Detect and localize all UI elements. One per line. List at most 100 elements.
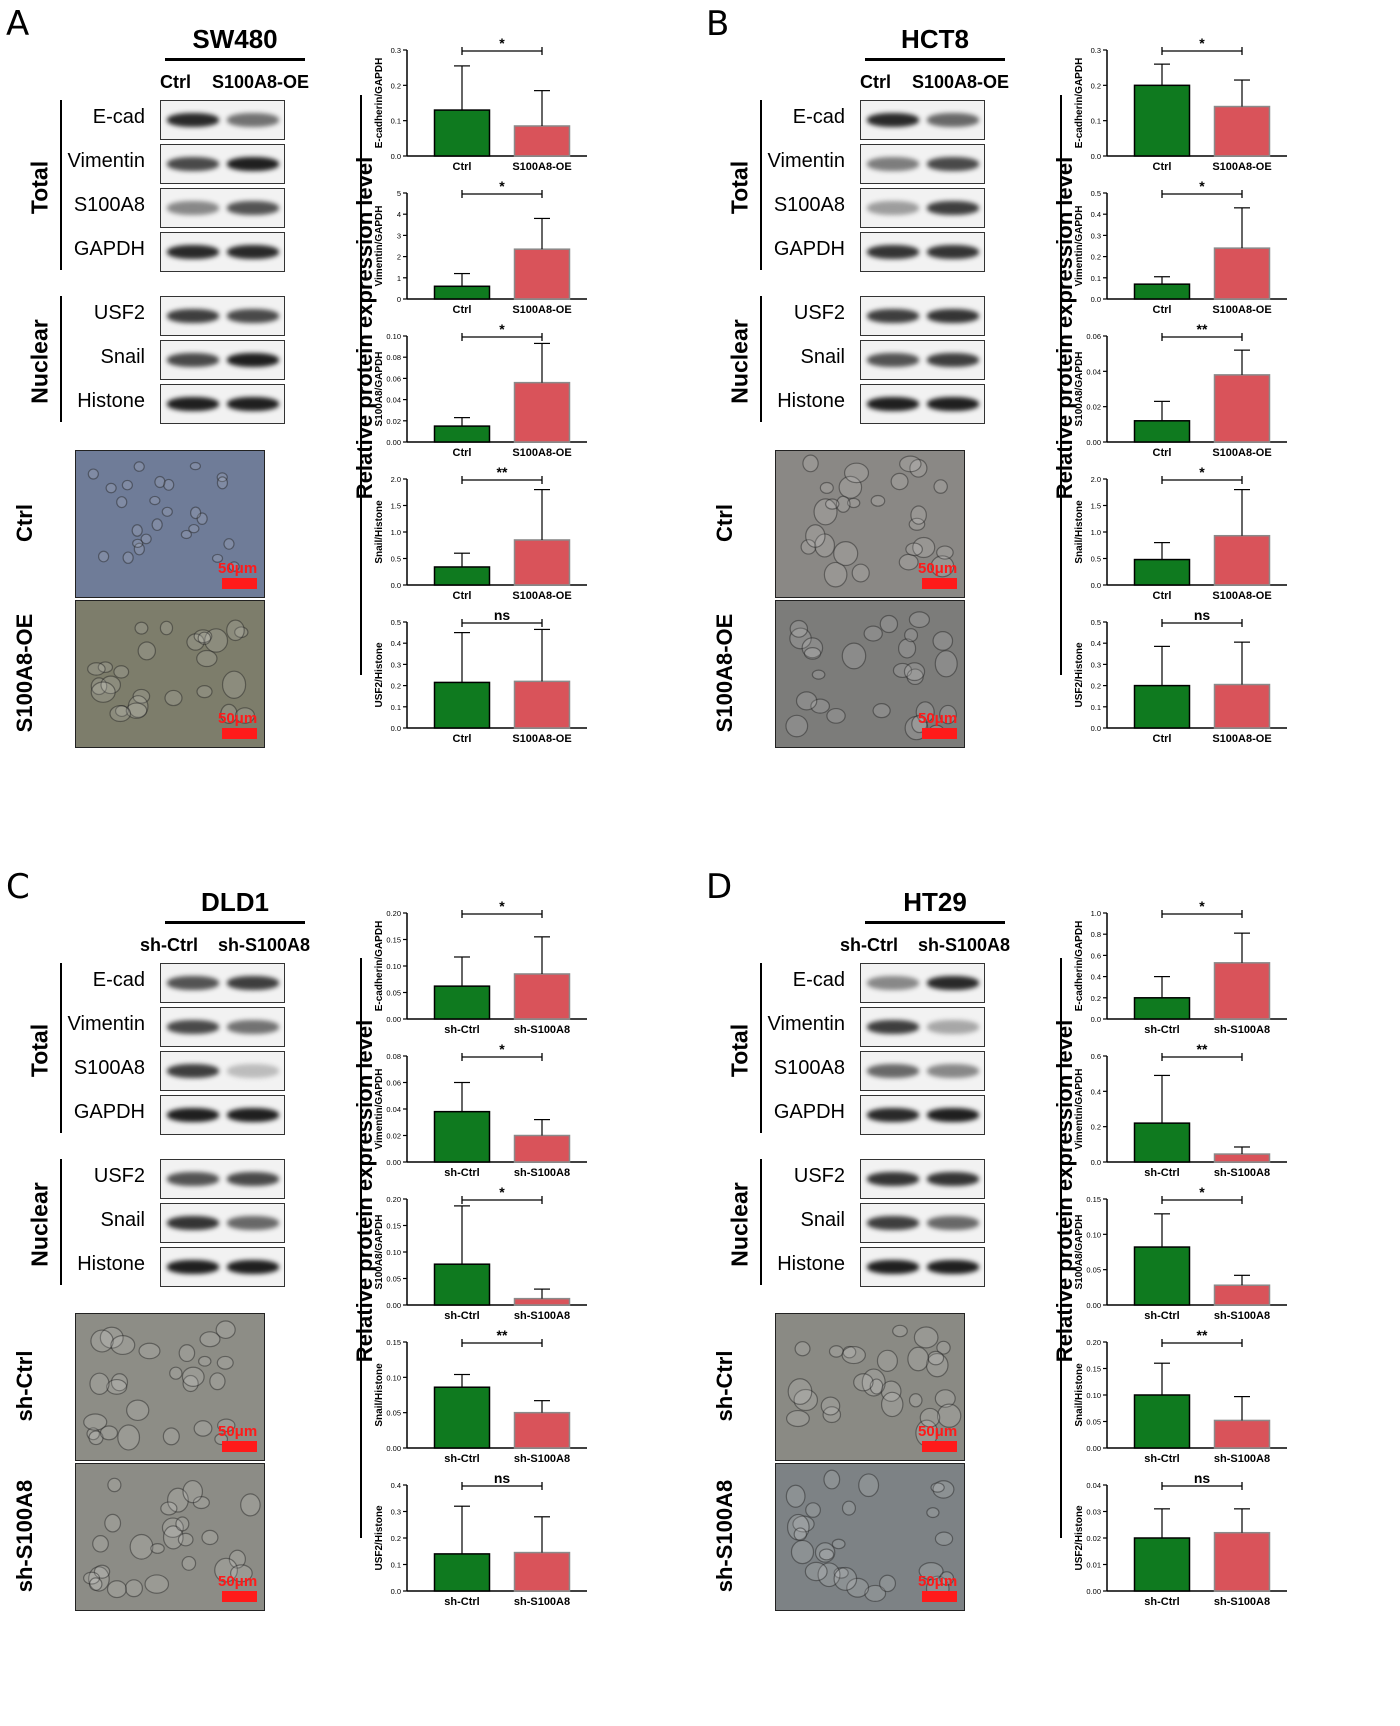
bar-chart-4: Snail/Histone 0.00 0.05 0.10 0.15 0.20 sh-Ctrl… — [1074, 1327, 1287, 1465]
western-blot-strip — [160, 100, 285, 140]
cell-shape — [930, 555, 955, 578]
cell-shape — [197, 631, 212, 645]
x-tick-label: Ctrl — [453, 590, 472, 602]
cell-shape — [820, 1396, 841, 1416]
cell-shape — [131, 524, 143, 537]
cell-shape — [90, 681, 116, 703]
cell-shape — [804, 1561, 828, 1582]
blot-band — [927, 113, 979, 127]
cell-shape — [792, 1515, 815, 1533]
blot-band — [927, 1216, 979, 1230]
cell-shape — [932, 1480, 955, 1499]
blot-band — [867, 1172, 919, 1186]
x-tick-label: sh-S100A8 — [514, 1167, 570, 1179]
cell-shape — [106, 1378, 128, 1395]
scale-bar — [922, 578, 957, 589]
total-group-line — [60, 963, 62, 1133]
significance-label: * — [499, 321, 505, 337]
protein-label: Vimentin — [67, 1013, 145, 1035]
y-axis-label: Vimentin/GAPDH — [374, 206, 385, 287]
blot-band — [927, 397, 979, 411]
x-tick-label: Ctrl — [453, 161, 472, 173]
y-tick-label: 0.15 — [386, 1338, 401, 1347]
protein-label: Vimentin — [767, 150, 845, 172]
y-tick-label: 0.20 — [1086, 1338, 1101, 1347]
y-tick-label: 0.1 — [391, 1561, 401, 1570]
scale-bar-label: 50μm — [218, 560, 258, 577]
y-tick-label: 0.00 — [1086, 1301, 1101, 1310]
cell-shape — [828, 1345, 844, 1358]
y-tick-label: 1.5 — [1091, 502, 1101, 511]
y-axis-label: USF2/Histone — [1074, 642, 1085, 707]
cell-shape — [100, 675, 122, 695]
cell-shape — [823, 1469, 841, 1490]
protein-label: USF2 — [93, 302, 145, 324]
x-tick-label: S100A8-OE — [1212, 733, 1271, 745]
nuclear-group-line — [760, 296, 762, 422]
y-axis-label: USF2/Histone — [1074, 1505, 1085, 1570]
western-blot-strip — [160, 144, 285, 184]
y-tick-label: 0.05 — [386, 1409, 401, 1418]
y-tick-label: 0.3 — [1091, 231, 1101, 240]
protein-label: USF2 — [93, 1165, 145, 1187]
blot-band — [867, 1216, 919, 1230]
significance-label: * — [499, 35, 505, 51]
blot-band — [867, 245, 919, 259]
blot-band — [227, 201, 279, 215]
micrograph-control — [75, 450, 265, 598]
x-tick-label: Ctrl — [1153, 304, 1172, 316]
protein-label: Vimentin — [767, 1013, 845, 1035]
x-tick-label: sh-Ctrl — [1144, 1596, 1179, 1608]
y-tick-label: 0.00 — [386, 438, 401, 447]
cell-line-title: SW480 — [192, 24, 278, 54]
y-tick-label: 0.15 — [386, 936, 401, 945]
cell-shape — [912, 536, 936, 559]
x-tick-label: Ctrl — [453, 447, 472, 459]
cell-shape — [181, 1555, 197, 1571]
western-blot-strip — [160, 1203, 285, 1243]
y-axis-group-line — [1060, 95, 1062, 675]
image-row-label: Ctrl — [712, 504, 737, 542]
lane-label-ctrl: Ctrl — [860, 72, 891, 92]
cell-shape — [898, 553, 919, 571]
cell-shape — [175, 1516, 190, 1532]
cell-shape — [863, 625, 883, 642]
cell-shape — [803, 647, 822, 660]
cell-shape — [814, 533, 836, 558]
cell-shape — [83, 1571, 101, 1585]
y-tick-label: 0.0 — [391, 1587, 401, 1596]
cell-shape — [162, 1427, 180, 1446]
protein-label: E-cad — [792, 969, 845, 991]
cell-shape — [793, 1527, 808, 1542]
protein-label: S100A8 — [73, 194, 145, 216]
blot-band — [867, 1108, 919, 1122]
cell-shape — [113, 665, 130, 679]
scale-bar — [222, 1441, 257, 1452]
cell-shape — [186, 633, 205, 651]
y-tick-label: 0.2 — [391, 81, 401, 90]
cell-shape — [939, 704, 957, 725]
y-axis-label: S100A8/GAPDH — [1074, 351, 1085, 426]
blot-band — [927, 1064, 979, 1078]
cell-shape — [909, 458, 928, 478]
image-row-label: sh-Ctrl — [712, 1350, 737, 1422]
y-tick-label: 0.0 — [1091, 152, 1101, 161]
x-tick-label: sh-S100A8 — [514, 1024, 570, 1036]
cell-shape — [116, 496, 128, 509]
x-tick-label: sh-Ctrl — [1144, 1024, 1179, 1036]
bar-control — [1133, 1122, 1191, 1163]
x-tick-label: S100A8-OE — [512, 161, 571, 173]
blot-band — [227, 353, 279, 367]
cell-shape — [926, 1507, 940, 1519]
y-tick-label: 4 — [397, 210, 401, 219]
lane-label-ctrl: Ctrl — [160, 72, 191, 92]
bar-treatment — [513, 1134, 571, 1163]
cell-shape — [98, 550, 110, 563]
lane-label-ctrl: sh-Ctrl — [840, 935, 898, 955]
y-tick-label: 0.04 — [386, 1105, 401, 1114]
bar-chart-2: Vimentin/GAPDH 0.0 0.2 0.4 0.6 sh-Ctrl sh-S100… — [1074, 1041, 1287, 1179]
y-tick-label: 0.5 — [391, 618, 401, 627]
x-tick-label: sh-S100A8 — [1214, 1024, 1270, 1036]
y-tick-label: 0.10 — [1086, 1391, 1101, 1400]
blot-band — [167, 1172, 219, 1186]
